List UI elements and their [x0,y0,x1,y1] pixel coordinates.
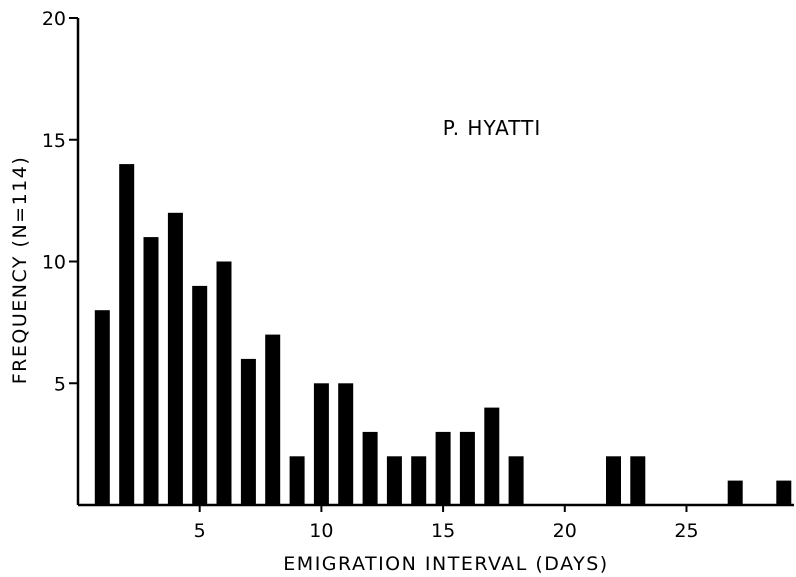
x-tick-label: 15 [431,520,455,542]
x-ticks-group: 5 10 15 20 25 [194,505,699,542]
bar-day-29 [776,480,792,505]
bar-day-18 [508,456,524,505]
bar-day-15 [435,431,451,505]
bar-day-9 [289,456,305,505]
bar-day-13 [386,456,402,505]
x-tick-label: 10 [309,520,333,542]
bar-day-23 [630,456,646,505]
bar-day-2 [119,164,135,505]
x-axis-title: EMIGRATION INTERVAL (DAYS) [283,553,608,575]
y-tick-label: 10 [42,252,66,274]
bar-day-1 [94,310,110,505]
bar-day-10 [313,383,329,506]
chart-title: P. HYATTI [443,116,541,140]
bar-day-17 [484,407,500,505]
y-axis-title: FREQUENCY (N=114) [9,156,31,385]
y-tick-label: 15 [42,130,66,152]
bar-day-14 [411,456,427,505]
y-tick-label: 20 [42,8,66,30]
x-tick-label: 20 [553,520,577,542]
bar-day-8 [265,334,281,505]
bar-day-11 [338,383,354,506]
x-tick-label: 5 [194,520,206,542]
bar-day-27 [727,480,743,505]
bar-day-16 [459,431,475,505]
bar-day-12 [362,431,378,505]
bar-day-4 [167,212,183,506]
y-ticks-group: 5 10 15 20 [42,8,78,395]
bar-day-22 [606,456,621,505]
bar-day-7 [240,358,256,505]
bar-day-3 [143,237,159,505]
y-tick-label: 5 [54,373,66,395]
bar-day-6 [216,261,232,505]
x-tick-label: 25 [674,520,698,542]
bar-day-5 [192,285,208,505]
bars-group [94,164,792,506]
